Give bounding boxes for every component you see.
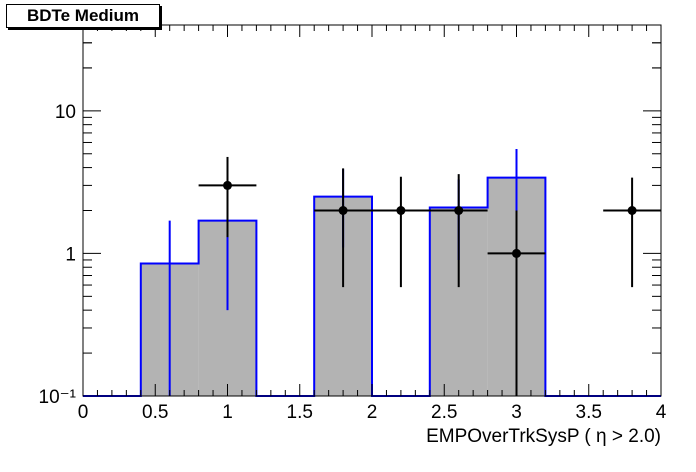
x-tick-label: 4 [656, 402, 667, 423]
axis-layer: 0 0.5 1 1.5 2 2.5 3 3.5 4 10⁻¹ 1 10 [39, 24, 667, 423]
histogram-layer [83, 148, 661, 397]
x-tick-label: 3.5 [576, 402, 602, 423]
x-axis-label: EMPOverTrkSysP ( η > 2.0) [426, 426, 661, 447]
data-point [512, 248, 521, 258]
data-points-layer [198, 156, 661, 396]
data-point [627, 206, 637, 215]
y-tick-label: 10⁻¹ [39, 387, 77, 408]
x-tick-label: 1 [222, 402, 233, 423]
data-point [223, 180, 232, 190]
x-tick-label: 3 [511, 402, 522, 423]
x-tick-label: 2.5 [431, 402, 457, 423]
x-tick-label: 1.5 [287, 402, 313, 423]
y-tick-label: 1 [65, 244, 76, 265]
data-point [396, 206, 406, 215]
data-point [338, 206, 348, 215]
y-tick-label: 10 [55, 102, 76, 123]
data-point [454, 206, 464, 215]
x-tick-label: 2 [367, 402, 378, 423]
chart-title: BDTe Medium [6, 4, 160, 28]
x-tick-label: 0 [78, 402, 89, 423]
x-tick-label: 0.5 [142, 402, 168, 423]
